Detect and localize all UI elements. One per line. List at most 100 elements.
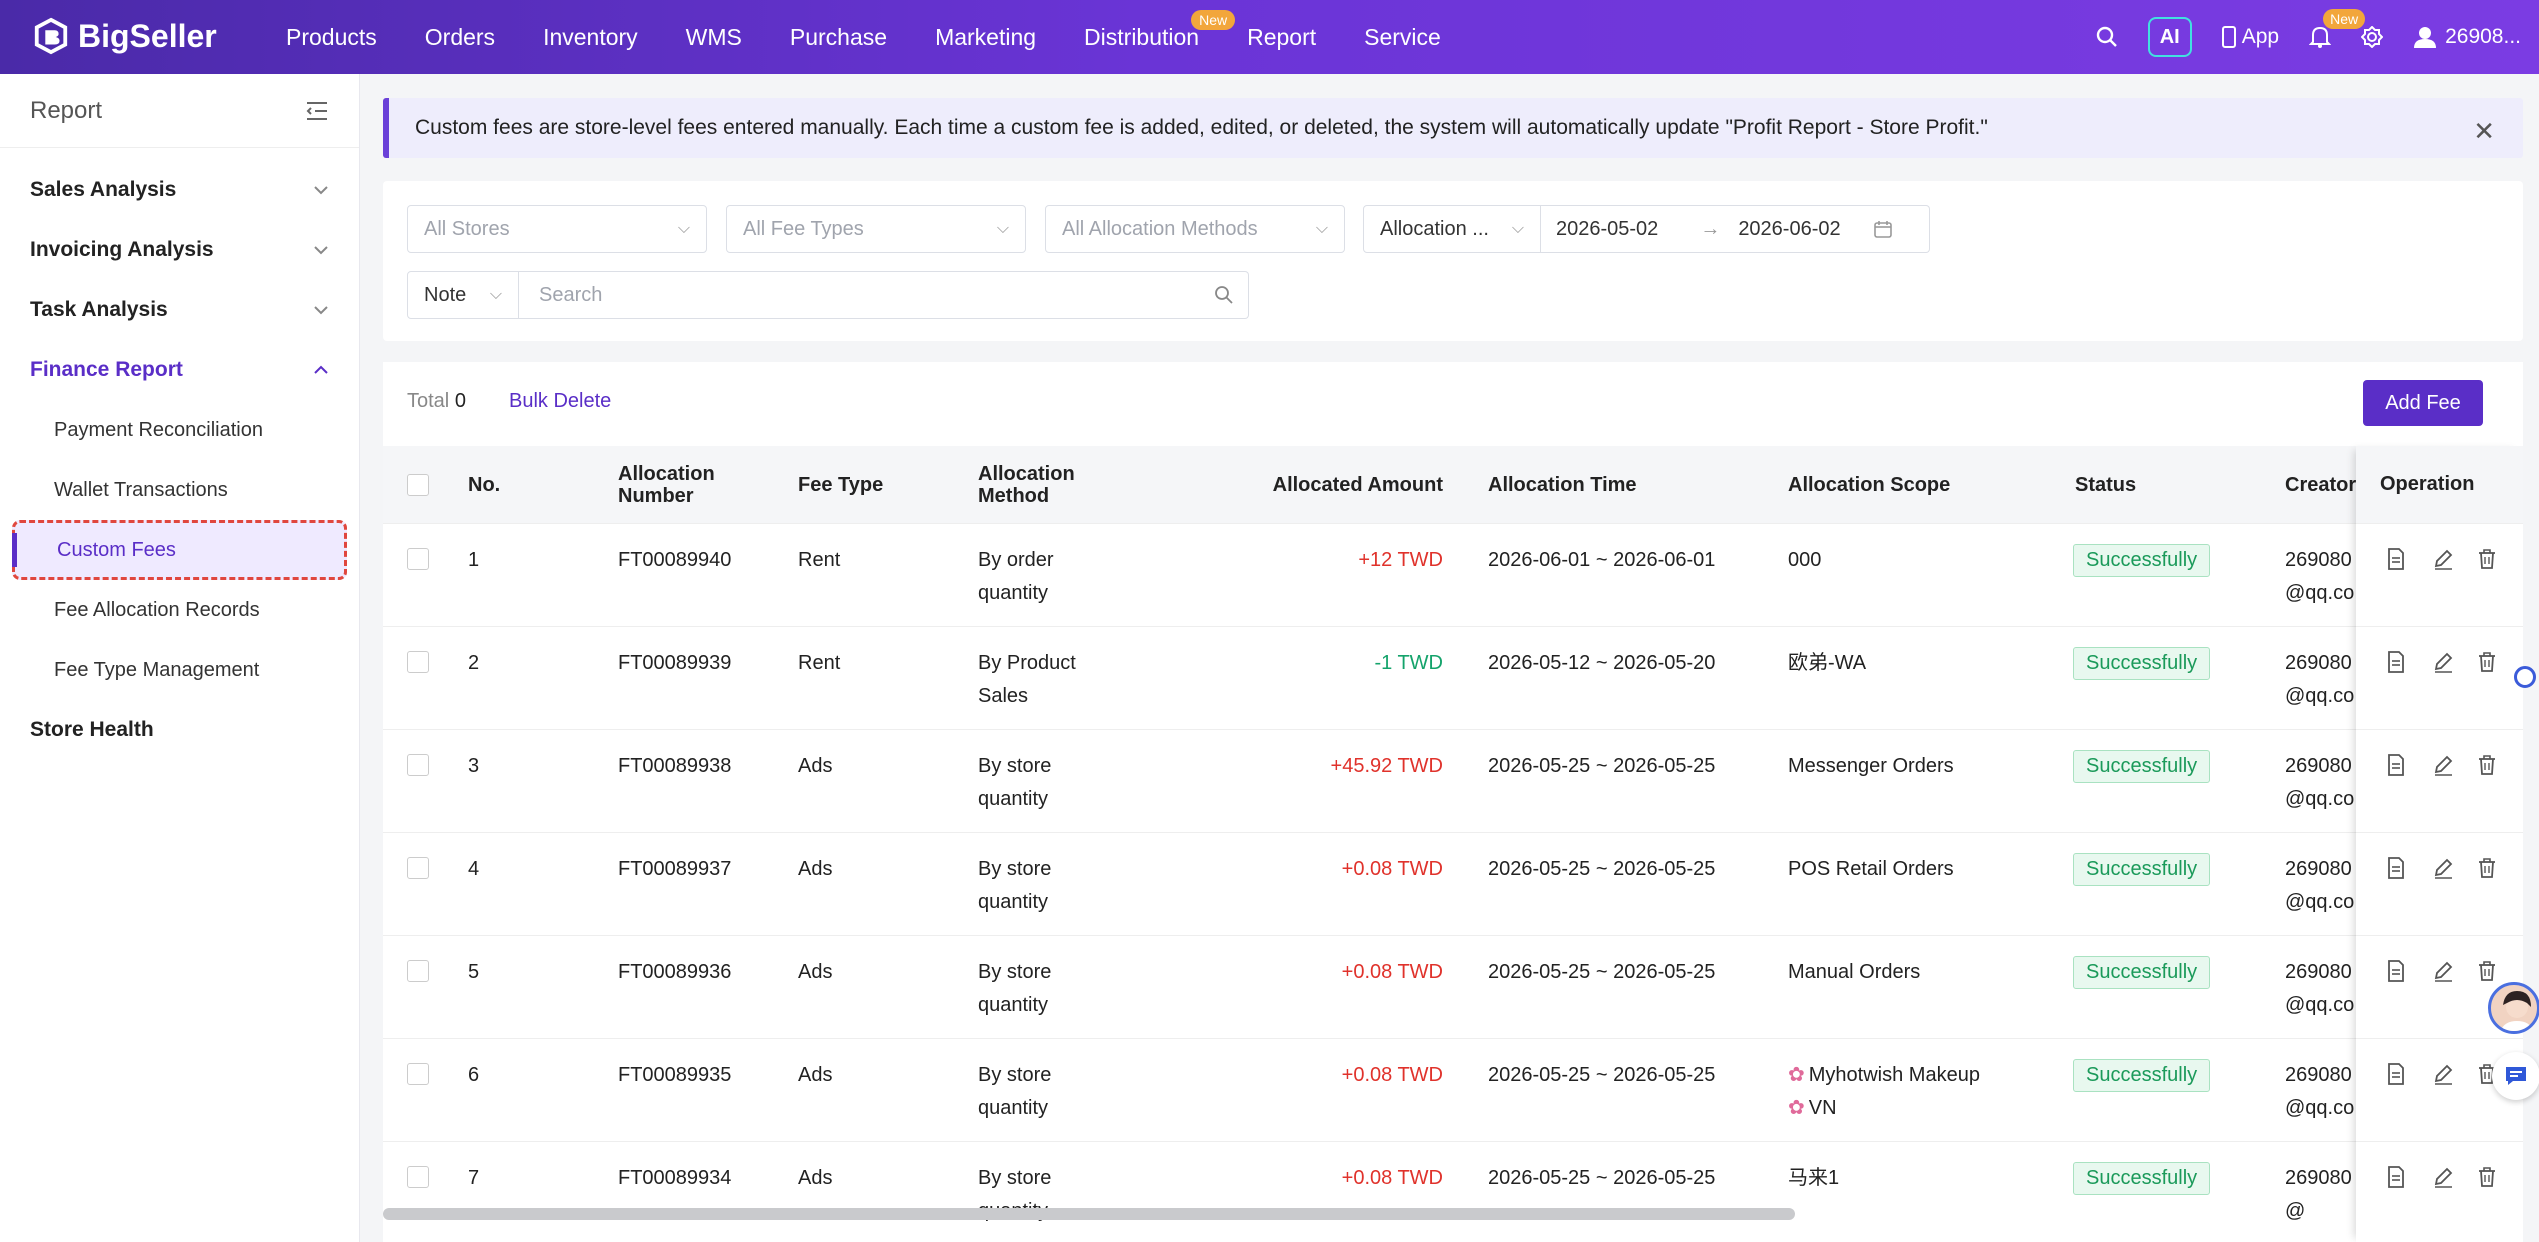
user-menu[interactable]: 26908... xyxy=(2413,25,2521,49)
view-detail-icon[interactable] xyxy=(2386,1061,2432,1087)
cell-allocation-time: 2026-05-25 ~ 2026-05-25 xyxy=(1488,1167,1716,1189)
nav-inventory[interactable]: Inventory xyxy=(543,23,638,50)
sidebar-item-fee-type-management[interactable]: Fee Type Management xyxy=(54,658,260,681)
close-icon[interactable]: ✕ xyxy=(2473,116,2495,146)
sidebar-group-finance-report[interactable]: Finance Report xyxy=(0,340,359,400)
sidebar-item-wallet-transactions[interactable]: Wallet Transactions xyxy=(54,478,228,501)
chevron-down-icon: ⌵ xyxy=(1315,220,1328,237)
table-row[interactable]: 1 FT00089940 Rent By order quantity +12 TWD 20… xyxy=(383,524,2523,627)
edit-icon[interactable] xyxy=(2432,752,2478,778)
edit-icon[interactable] xyxy=(2432,1164,2478,1190)
row-checkbox[interactable] xyxy=(407,857,429,879)
sidebar-item-fee-allocation-records[interactable]: Fee Allocation Records xyxy=(54,598,260,621)
cell-allocation-time: 2026-05-12 ~ 2026-05-20 xyxy=(1488,652,1716,674)
app-button[interactable]: App xyxy=(2221,25,2279,49)
date-type-select-value: Allocation ... xyxy=(1380,217,1489,240)
sidebar-group-store-health[interactable]: Store Health xyxy=(0,700,359,760)
floating-search-icon[interactable] xyxy=(2514,666,2536,688)
row-checkbox[interactable] xyxy=(407,754,429,776)
delete-icon[interactable] xyxy=(2477,649,2523,675)
search-button[interactable] xyxy=(2096,26,2118,48)
settings-button[interactable] xyxy=(2361,26,2384,48)
cell-allocated-amount: +12 TWD xyxy=(1358,549,1443,571)
nav-orders[interactable]: Orders xyxy=(424,23,496,50)
delete-icon[interactable] xyxy=(2477,1164,2523,1190)
table-row[interactable]: 3 FT00089938 Ads By store quantity +45.92 TWD… xyxy=(383,730,2523,833)
info-notice: Custom fees are store-level fees entered… xyxy=(383,98,2523,158)
view-detail-icon[interactable] xyxy=(2386,649,2432,675)
sidebar-group-sales-analysis[interactable]: Sales Analysis xyxy=(0,160,359,220)
nav-service[interactable]: Service xyxy=(1364,23,1441,50)
store-flower-icon: ✿ xyxy=(1788,1064,1805,1086)
date-type-select[interactable]: Allocation ... ⌵ xyxy=(1363,205,1541,253)
sidebar-item-custom-fees[interactable]: Custom Fees xyxy=(12,520,347,580)
fee-type-select[interactable]: All Fee Types ⌵ xyxy=(726,205,1026,253)
arrow-right-icon: → xyxy=(1700,217,1721,240)
select-all-checkbox[interactable] xyxy=(407,474,429,496)
notification-button[interactable]: New xyxy=(2309,9,2366,49)
nav-wms[interactable]: WMS xyxy=(685,23,742,50)
support-avatar[interactable] xyxy=(2488,982,2539,1034)
ai-button[interactable]: AI xyxy=(2147,17,2192,57)
nav-purchase[interactable]: Purchase xyxy=(789,23,888,50)
chevron-down-icon xyxy=(314,246,328,255)
header-no: No. xyxy=(468,474,501,496)
delete-icon[interactable] xyxy=(2477,958,2523,984)
method-line-1: By Product xyxy=(978,652,1076,674)
chat-button[interactable] xyxy=(2492,1052,2539,1100)
table-row[interactable]: 4 FT00089937 Ads By store quantity +0.08 TWD 2… xyxy=(383,833,2523,936)
sidebar-group-task-analysis[interactable]: Task Analysis xyxy=(0,280,359,340)
edit-icon[interactable] xyxy=(2432,855,2478,881)
chat-icon xyxy=(2506,1067,2526,1085)
allocation-method-select[interactable]: All Allocation Methods ⌵ xyxy=(1045,205,1345,253)
edit-icon[interactable] xyxy=(2432,1061,2478,1087)
search-input[interactable]: Search xyxy=(519,271,1249,319)
method-line-1: By order xyxy=(978,549,1054,571)
method-line-1: By store xyxy=(978,961,1052,983)
horizontal-scrollbar[interactable] xyxy=(383,1208,1795,1220)
store-select[interactable]: All Stores ⌵ xyxy=(407,205,707,253)
scope-line-1: 欧弟-WA xyxy=(1788,652,1867,674)
edit-icon[interactable] xyxy=(2432,958,2478,984)
nav-products[interactable]: Products xyxy=(286,23,377,50)
header-fee-type: Fee Type xyxy=(798,474,884,496)
row-checkbox[interactable] xyxy=(407,1166,429,1188)
bulk-delete-button[interactable]: Bulk Delete xyxy=(509,390,612,412)
view-detail-icon[interactable] xyxy=(2386,958,2432,984)
sidebar-item-payment-reconciliation[interactable]: Payment Reconciliation xyxy=(54,418,263,441)
row-checkbox[interactable] xyxy=(407,1063,429,1085)
sidebar-group-invoicing-analysis[interactable]: Invoicing Analysis xyxy=(0,220,359,280)
method-line-2: quantity xyxy=(978,1097,1049,1119)
calendar-icon xyxy=(1873,221,1892,238)
table-row[interactable]: 6 FT00089935 Ads By store quantity +0.08 TWD 2… xyxy=(383,1039,2523,1142)
cell-allocation-number: FT00089936 xyxy=(618,961,732,983)
creator-line-1: 269080 xyxy=(2285,961,2352,983)
nav-report[interactable]: Report xyxy=(1247,23,1317,50)
date-range-picker[interactable]: 2026-05-02 → 2026-06-02 xyxy=(1540,205,1930,253)
bigseller-logo[interactable]: BigSeller xyxy=(32,17,217,55)
edit-icon[interactable] xyxy=(2432,546,2478,572)
view-detail-icon[interactable] xyxy=(2386,855,2432,881)
table-row[interactable]: 5 FT00089936 Ads By store quantity +0.08 TWD 2… xyxy=(383,936,2523,1039)
table-row[interactable]: 2 FT00089939 Rent By Product Sales -1 TWD 2026… xyxy=(383,627,2523,730)
row-checkbox[interactable] xyxy=(407,548,429,570)
edit-icon[interactable] xyxy=(2432,649,2478,675)
delete-icon[interactable] xyxy=(2477,855,2523,881)
nav-marketing[interactable]: Marketing xyxy=(935,23,1037,50)
nav-distribution[interactable]: Distribution New xyxy=(1060,9,1236,51)
delete-icon[interactable] xyxy=(2477,546,2523,572)
view-detail-icon[interactable] xyxy=(2386,546,2432,572)
row-checkbox[interactable] xyxy=(407,960,429,982)
view-detail-icon[interactable] xyxy=(2386,1164,2432,1190)
search-icon[interactable] xyxy=(1214,285,1234,305)
brand-name: BigSeller xyxy=(78,17,217,54)
search-field-select[interactable]: Note ⌵ xyxy=(407,271,519,319)
view-detail-icon[interactable] xyxy=(2386,752,2432,778)
row-checkbox[interactable] xyxy=(407,651,429,673)
add-fee-button[interactable]: Add Fee xyxy=(2363,380,2483,426)
total-count: Total 0 xyxy=(407,390,466,413)
collapse-sidebar-icon[interactable] xyxy=(305,101,329,121)
chevron-down-icon: ⌵ xyxy=(996,220,1009,237)
delete-icon[interactable] xyxy=(2477,752,2523,778)
